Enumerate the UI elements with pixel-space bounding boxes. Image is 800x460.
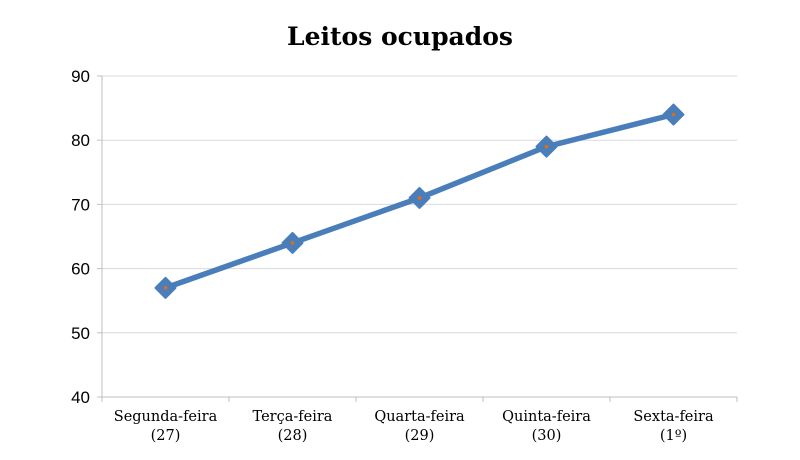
x-tick-label-2-0: Quarta-feira bbox=[374, 409, 465, 425]
data-point-center-2 bbox=[417, 196, 422, 200]
data-point-center-3 bbox=[544, 144, 549, 149]
x-tick-label-3-1: (30) bbox=[532, 428, 562, 444]
y-tick-label-60: 60 bbox=[71, 260, 90, 279]
y-tick-label-90: 90 bbox=[71, 67, 90, 86]
y-tick-label-50: 50 bbox=[71, 324, 90, 343]
y-tick-label-70: 70 bbox=[71, 195, 90, 214]
y-tick-label-80: 80 bbox=[71, 131, 90, 150]
x-tick-label-0-1: (27) bbox=[151, 428, 181, 444]
chart-title: Leitos ocupados bbox=[287, 22, 513, 51]
x-tick-label-1-0: Terça-feira bbox=[253, 409, 333, 425]
x-tick-label-2-1: (29) bbox=[405, 428, 435, 444]
x-tick-label-4-1: (1º) bbox=[660, 428, 687, 444]
data-point-center-1 bbox=[290, 241, 295, 245]
y-tick-label-40: 40 bbox=[71, 388, 90, 407]
x-tick-label-1-1: (28) bbox=[278, 428, 308, 444]
data-point-center-0 bbox=[163, 286, 168, 290]
x-tick-label-3-0: Quinta-feira bbox=[502, 409, 591, 425]
x-tick-label-4-0: Sexta-feira bbox=[633, 409, 714, 425]
data-point-center-4 bbox=[671, 112, 676, 117]
x-tick-label-0-0: Segunda-feira bbox=[114, 409, 218, 425]
